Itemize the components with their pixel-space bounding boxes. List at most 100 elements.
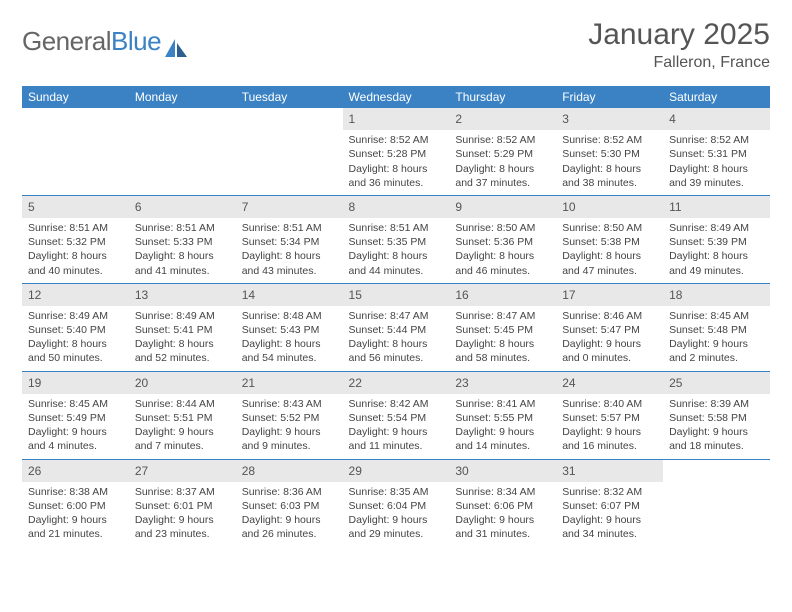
calendar-day-cell: 7Sunrise: 8:51 AMSunset: 5:34 PMDaylight…: [236, 195, 343, 283]
calendar-day-cell: 3Sunrise: 8:52 AMSunset: 5:30 PMDaylight…: [556, 108, 663, 195]
calendar-day-cell: 10Sunrise: 8:50 AMSunset: 5:38 PMDayligh…: [556, 195, 663, 283]
calendar-table: SundayMondayTuesdayWednesdayThursdayFrid…: [22, 86, 770, 546]
day-info: Sunrise: 8:51 AMSunset: 5:34 PMDaylight:…: [236, 218, 343, 283]
daylight-text: Daylight: 8 hours and 50 minutes.: [28, 337, 123, 365]
day-info: Sunrise: 8:45 AMSunset: 5:48 PMDaylight:…: [663, 306, 770, 371]
calendar-day-cell: 28 Sunrise: 8:36 AMSunset: 6:03 PMDayligh…: [236, 459, 343, 546]
day-info: Sunrise: 8:35 AMSunset: 6:04 PMDaylight:…: [343, 482, 450, 547]
sunrise-text: Sunrise: 8:37 AM: [135, 485, 230, 499]
daylight-text: Daylight: 9 hours and 0 minutes.: [562, 337, 657, 365]
daylight-text: Daylight: 9 hours and 4 minutes.: [28, 425, 123, 453]
daylight-text: Daylight: 9 hours and 31 minutes.: [455, 513, 550, 541]
day-number: 24: [556, 372, 663, 394]
daylight-text: Daylight: 8 hours and 43 minutes.: [242, 249, 337, 277]
calendar-day-cell: ..: [129, 108, 236, 195]
daylight-text: Daylight: 8 hours and 58 minutes.: [455, 337, 550, 365]
calendar-day-cell: 6Sunrise: 8:51 AMSunset: 5:33 PMDaylight…: [129, 195, 236, 283]
daylight-text: Daylight: 8 hours and 49 minutes.: [669, 249, 764, 277]
day-number: 7: [236, 196, 343, 218]
sunset-text: Sunset: 5:55 PM: [455, 411, 550, 425]
sunrise-text: Sunrise: 8:35 AM: [349, 485, 444, 499]
calendar-day-cell: 5Sunrise: 8:51 AMSunset: 5:32 PMDaylight…: [22, 195, 129, 283]
day-info: Sunrise: 8:32 AMSunset: 6:07 PMDaylight:…: [556, 482, 663, 547]
day-info: Sunrise: 8:50 AMSunset: 5:38 PMDaylight:…: [556, 218, 663, 283]
sunset-text: Sunset: 5:43 PM: [242, 323, 337, 337]
sunset-text: Sunset: 6:03 PM: [242, 499, 337, 513]
sunrise-text: Sunrise: 8:52 AM: [562, 133, 657, 147]
calendar-day-cell: 21Sunrise: 8:43 AMSunset: 5:52 PMDayligh…: [236, 371, 343, 459]
day-info: Sunrise: 8:39 AMSunset: 5:58 PMDaylight:…: [663, 394, 770, 459]
day-number: 31: [556, 460, 663, 482]
sunrise-text: Sunrise: 8:41 AM: [455, 397, 550, 411]
day-info: Sunrise: 8:40 AMSunset: 5:57 PMDaylight:…: [556, 394, 663, 459]
day-number: 21: [236, 372, 343, 394]
calendar-day-cell: 30Sunrise: 8:34 AMSunset: 6:06 PMDayligh…: [449, 459, 556, 546]
day-number: 14: [236, 284, 343, 306]
day-number: 12: [22, 284, 129, 306]
daylight-text: Daylight: 8 hours and 40 minutes.: [28, 249, 123, 277]
sunset-text: Sunset: 5:36 PM: [455, 235, 550, 249]
day-info: Sunrise: 8:52 AMSunset: 5:31 PMDaylight:…: [663, 130, 770, 195]
sunrise-text: Sunrise: 8:51 AM: [349, 221, 444, 235]
sunset-text: Sunset: 5:48 PM: [669, 323, 764, 337]
calendar-day-cell: 2Sunrise: 8:52 AMSunset: 5:29 PMDaylight…: [449, 108, 556, 195]
day-info: Sunrise: 8:51 AMSunset: 5:32 PMDaylight:…: [22, 218, 129, 283]
day-number: 29: [343, 460, 450, 482]
sunrise-text: Sunrise: 8:32 AM: [562, 485, 657, 499]
weekday-header: Saturday: [663, 86, 770, 108]
sunrise-text: Sunrise: 8:36 AM: [242, 485, 337, 499]
day-info: Sunrise: 8:45 AMSunset: 5:49 PMDaylight:…: [22, 394, 129, 459]
day-info: Sunrise: 8:49 AMSunset: 5:41 PMDaylight:…: [129, 306, 236, 371]
calendar-day-cell: 26Sunrise: 8:38 AMSunset: 6:00 PMDayligh…: [22, 459, 129, 546]
calendar-day-cell: 25Sunrise: 8:39 AMSunset: 5:58 PMDayligh…: [663, 371, 770, 459]
weekday-header: Wednesday: [343, 86, 450, 108]
daylight-text: Daylight: 9 hours and 14 minutes.: [455, 425, 550, 453]
sunset-text: Sunset: 5:40 PM: [28, 323, 123, 337]
day-info: Sunrise: 8:49 AMSunset: 5:39 PMDaylight:…: [663, 218, 770, 283]
daylight-text: Daylight: 8 hours and 54 minutes.: [242, 337, 337, 365]
sunset-text: Sunset: 5:39 PM: [669, 235, 764, 249]
brand-part-1: General: [22, 26, 111, 56]
location-subtitle: Falleron, France: [588, 54, 770, 72]
daylight-text: Daylight: 9 hours and 11 minutes.: [349, 425, 444, 453]
day-info: Sunrise: 8:48 AMSunset: 5:43 PMDaylight:…: [236, 306, 343, 371]
sunrise-text: Sunrise: 8:40 AM: [562, 397, 657, 411]
sunrise-text: Sunrise: 8:49 AM: [28, 309, 123, 323]
calendar-week-row: ......1Sunrise: 8:52 AMSunset: 5:28 PMDa…: [22, 108, 770, 195]
day-number: 5: [22, 196, 129, 218]
day-number: 28: [236, 460, 343, 482]
sunrise-text: Sunrise: 8:50 AM: [562, 221, 657, 235]
day-number: 1: [343, 108, 450, 130]
brand-part-2: Blue: [111, 26, 161, 56]
calendar-day-cell: ..: [236, 108, 343, 195]
calendar-week-row: 5Sunrise: 8:51 AMSunset: 5:32 PMDaylight…: [22, 195, 770, 283]
sunrise-text: Sunrise: 8:51 AM: [242, 221, 337, 235]
sunset-text: Sunset: 5:29 PM: [455, 147, 550, 161]
sunrise-text: Sunrise: 8:47 AM: [349, 309, 444, 323]
day-number: 20: [129, 372, 236, 394]
title-block: January 2025 Falleron, France: [588, 18, 770, 72]
calendar-body: ......1Sunrise: 8:52 AMSunset: 5:28 PMDa…: [22, 108, 770, 546]
day-number: 15: [343, 284, 450, 306]
calendar-head: SundayMondayTuesdayWednesdayThursdayFrid…: [22, 86, 770, 108]
calendar-day-cell: 1Sunrise: 8:52 AMSunset: 5:28 PMDaylight…: [343, 108, 450, 195]
sunset-text: Sunset: 5:58 PM: [669, 411, 764, 425]
daylight-text: Daylight: 9 hours and 26 minutes.: [242, 513, 337, 541]
sunset-text: Sunset: 5:32 PM: [28, 235, 123, 249]
day-info: Sunrise: 8:37 AMSunset: 6:01 PMDaylight:…: [129, 482, 236, 547]
daylight-text: Daylight: 8 hours and 52 minutes.: [135, 337, 230, 365]
calendar-day-cell: 8Sunrise: 8:51 AMSunset: 5:35 PMDaylight…: [343, 195, 450, 283]
calendar-day-cell: ..: [22, 108, 129, 195]
day-number: 6: [129, 196, 236, 218]
calendar-day-cell: 15Sunrise: 8:47 AMSunset: 5:44 PMDayligh…: [343, 283, 450, 371]
sunrise-text: Sunrise: 8:45 AM: [669, 309, 764, 323]
daylight-text: Daylight: 9 hours and 29 minutes.: [349, 513, 444, 541]
weekday-header: Thursday: [449, 86, 556, 108]
calendar-day-cell: 31Sunrise: 8:32 AMSunset: 6:07 PMDayligh…: [556, 459, 663, 546]
sunset-text: Sunset: 5:54 PM: [349, 411, 444, 425]
daylight-text: Daylight: 9 hours and 7 minutes.: [135, 425, 230, 453]
day-info: Sunrise: 8:52 AMSunset: 5:30 PMDaylight:…: [556, 130, 663, 195]
sail-icon: [165, 39, 187, 57]
day-info: Sunrise: 8:51 AMSunset: 5:35 PMDaylight:…: [343, 218, 450, 283]
day-number: 30: [449, 460, 556, 482]
